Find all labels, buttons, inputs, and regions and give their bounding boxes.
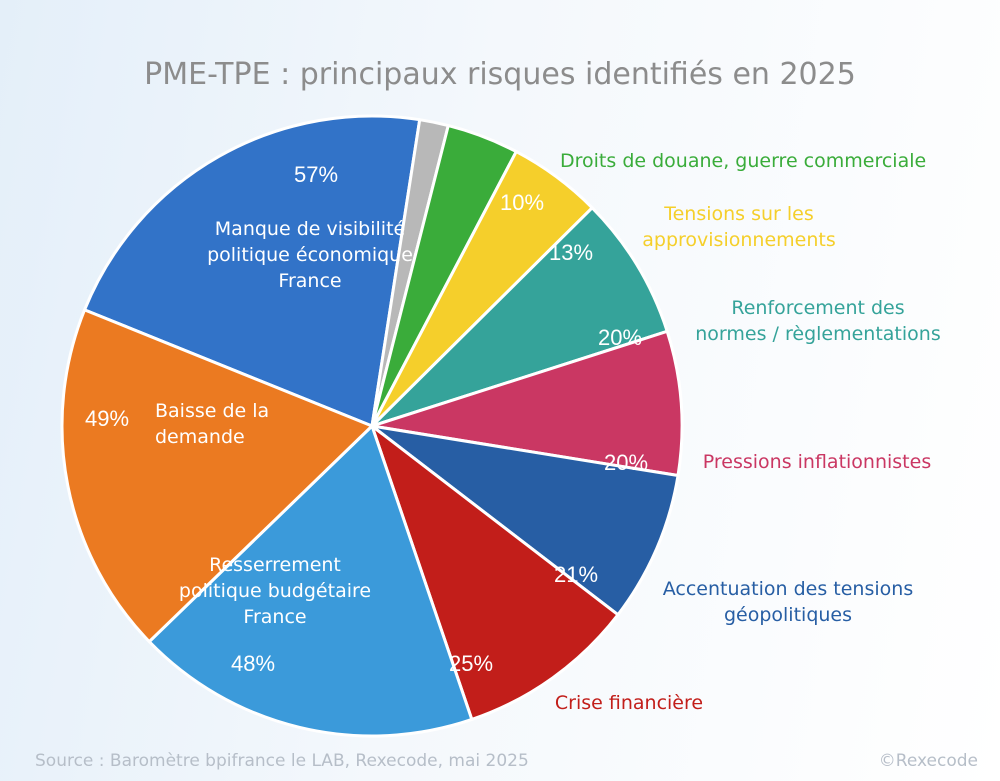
pie-labels: 57% Manque de visibilité politique économi…: [85, 150, 941, 714]
pie-slice: [370, 329, 684, 478]
copyright-note: ©Rexecode: [879, 751, 978, 771]
pie-slices: [60, 114, 684, 738]
slice-category-label-line: Tensions sur les: [663, 203, 814, 225]
slice-category-label: Manque de visibilité politique économique…: [207, 218, 413, 292]
pie-slice: [370, 424, 680, 617]
slice-category-label: Accentuation des tensions géopolitiques: [663, 578, 913, 626]
slice-category-label: Resserrement politique budgétaire France: [179, 554, 371, 628]
slice-category-label: Tensions sur les approvisionnements: [642, 203, 835, 251]
slice-category-label-line: Crise financière: [555, 692, 703, 714]
slice-percentage-label: 20%: [598, 325, 642, 350]
slice-category-label-line: demande: [155, 426, 245, 448]
slice-percentage-label: 25%: [449, 651, 493, 676]
slice-category-label-line: Accentuation des tensions: [663, 578, 913, 600]
slice-category-label-line: France: [243, 606, 306, 628]
slice-percentage-label: 21%: [554, 562, 598, 587]
slice-category-label: Pressions inflationnistes: [703, 451, 931, 473]
slice-category-label-line: approvisionnements: [642, 229, 835, 251]
slice-percentage-label: 13%: [549, 240, 593, 265]
pie-slice: [370, 206, 669, 428]
slice-category-label-line: politique budgétaire: [179, 580, 371, 602]
pie-slice: [60, 308, 374, 644]
slice-category-label: Droits de douane, guerre commerciale: [560, 150, 926, 172]
slice-category-label-line: Manque de visibilité: [215, 218, 405, 240]
pie-slice: [370, 424, 620, 721]
slice-percentage-label: 57%: [294, 162, 338, 187]
slice-category-label: Crise financière: [555, 692, 703, 714]
slice-category-label-line: France: [278, 270, 341, 292]
pie-slice: [147, 424, 474, 738]
slice-category-label-line: géopolitiques: [724, 604, 852, 626]
slice-category-label-line: normes / règlementations: [695, 323, 940, 345]
slice-category-label-line: Pressions inflationnistes: [703, 451, 931, 473]
slice-percentage-label: 48%: [231, 651, 275, 676]
slice-category-label-line: Baisse de la: [155, 400, 269, 422]
slice-percentage-label: 49%: [85, 406, 129, 431]
slice-percentage-label: 20%: [604, 450, 648, 475]
slice-category-label-line: Droits de douane, guerre commerciale: [560, 150, 926, 172]
slice-category-label-line: Resserrement: [209, 554, 341, 576]
slice-category-label-line: politique économique: [207, 244, 413, 266]
slice-category-label: Baisse de la demande: [155, 400, 269, 448]
pie-slice: [83, 114, 422, 428]
slice-percentage-label: 10%: [500, 190, 544, 215]
chart-title: PME-TPE : principaux risques identifiés …: [144, 57, 856, 92]
slice-category-label: Renforcement des normes / règlementations: [695, 297, 940, 345]
slice-category-label-line: Renforcement des: [731, 297, 904, 319]
source-note: Source : Baromètre bpifrance le LAB, Rex…: [35, 751, 529, 771]
